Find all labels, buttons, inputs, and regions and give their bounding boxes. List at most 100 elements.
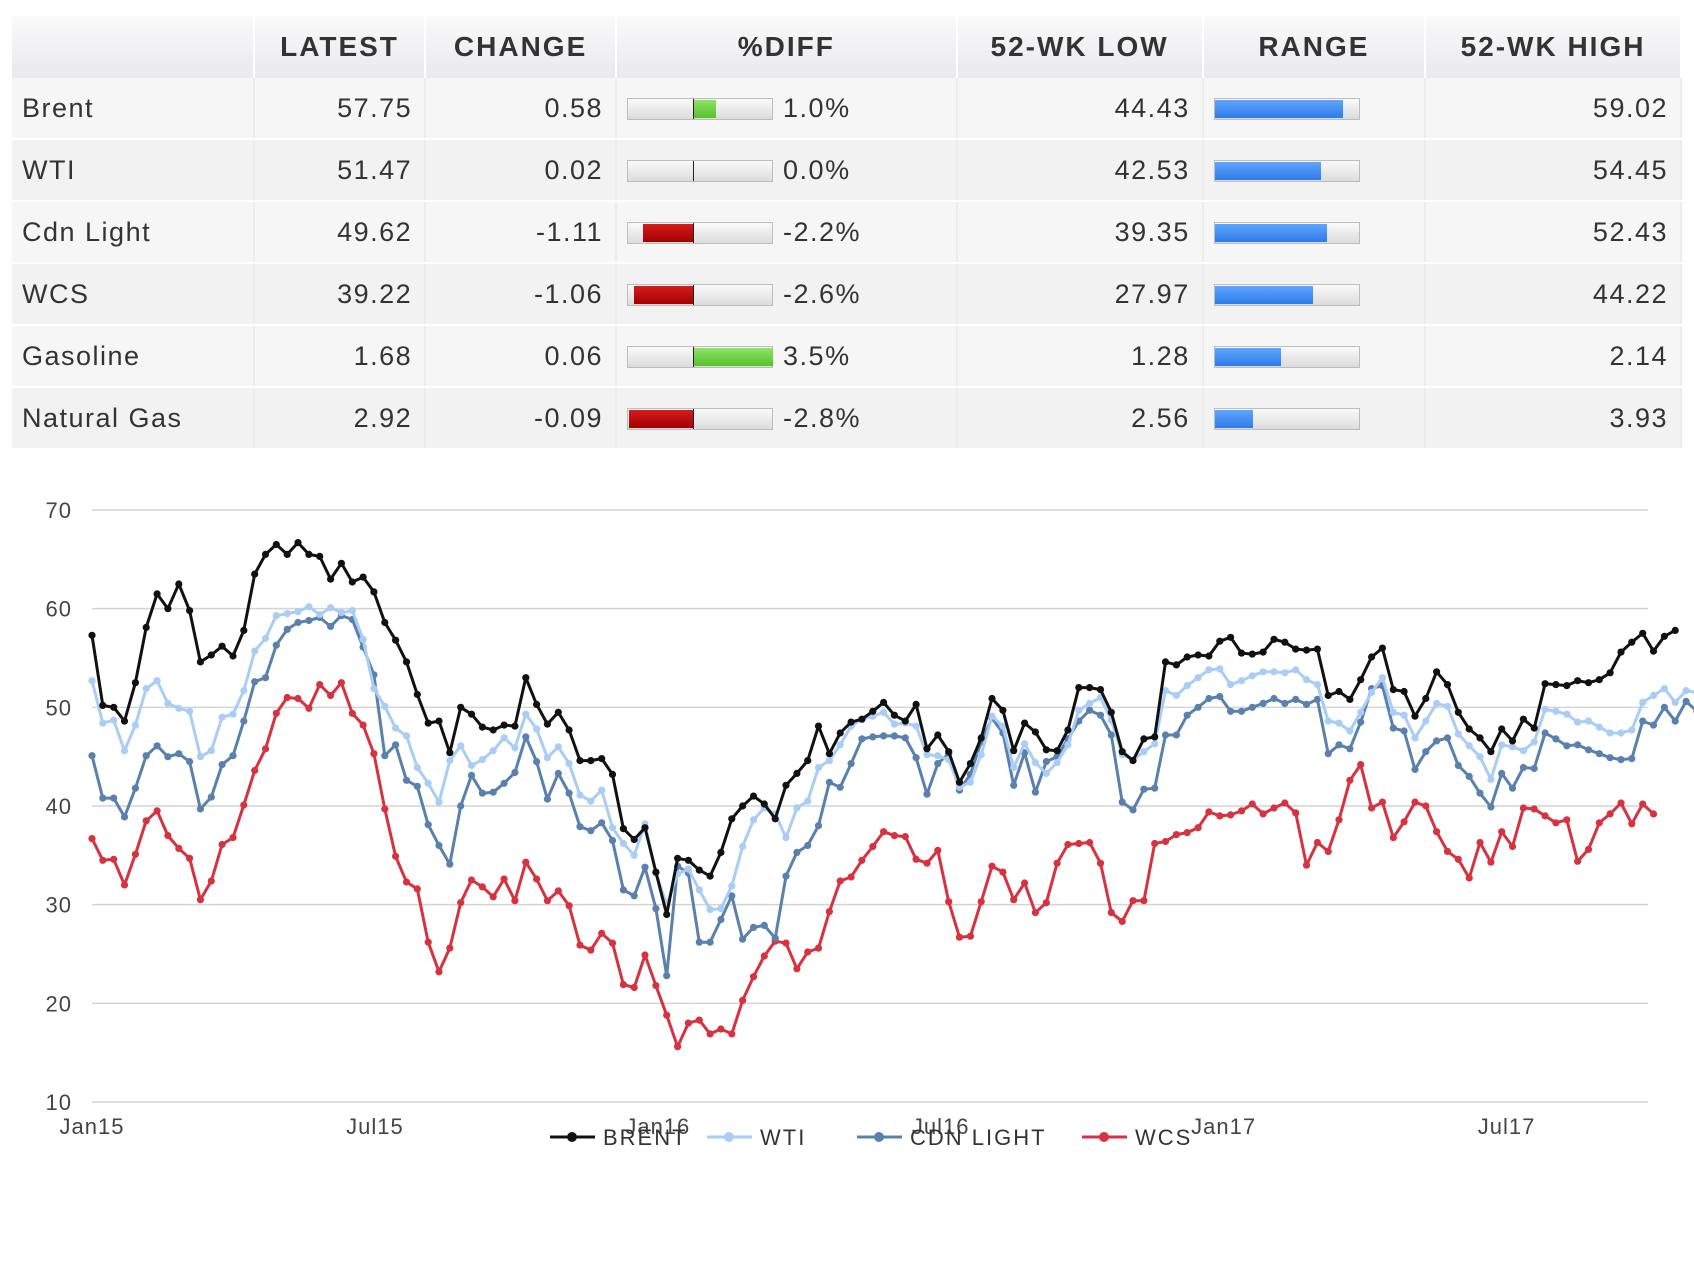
pct-diff-zero-line (693, 160, 695, 181)
data-point (1530, 805, 1538, 813)
header-change[interactable]: CHANGE (425, 16, 618, 78)
data-point (1422, 802, 1430, 810)
data-point (327, 575, 335, 583)
data-point (1161, 658, 1170, 666)
data-point (1465, 725, 1473, 733)
data-point (348, 709, 356, 717)
pct-diff-fill (693, 99, 716, 118)
data-point (1433, 828, 1441, 836)
data-point (1541, 680, 1549, 688)
data-point (327, 691, 335, 700)
data-point (1552, 819, 1560, 827)
data-point (1064, 741, 1072, 749)
data-point (1519, 715, 1527, 723)
header-pct-diff[interactable]: %DIFF (616, 16, 958, 78)
data-point (1270, 694, 1278, 703)
series-wcs (88, 679, 1658, 1051)
data-point (1378, 798, 1386, 806)
table-row[interactable]: Gasoline 1.68 0.06 3.5% 1.28 2.14 (12, 325, 1682, 388)
data-point (869, 842, 877, 851)
data-point (598, 786, 606, 794)
data-point (1519, 747, 1527, 755)
header-52wk-low[interactable]: 52-WK LOW (956, 16, 1204, 78)
table-row[interactable]: Cdn Light 49.62 -1.11 -2.2% 39.35 52.43 (12, 201, 1682, 264)
data-point (1053, 759, 1061, 767)
data-point (695, 938, 703, 946)
data-point (1194, 674, 1202, 682)
data-point (261, 550, 270, 558)
legend-item[interactable]: BRENT (550, 1125, 688, 1150)
data-point (543, 720, 552, 728)
data-point (446, 749, 454, 757)
data-point (1465, 742, 1473, 750)
data-point (1292, 809, 1300, 817)
table-row[interactable]: Brent 57.75 0.58 1.0% 44.43 59.02 (12, 78, 1682, 140)
data-point (381, 702, 389, 710)
data-point (619, 825, 628, 833)
data-point (1248, 650, 1256, 658)
data-point (207, 651, 215, 659)
data-point (858, 856, 866, 864)
table-row[interactable]: WTI 51.47 0.02 0.0% 42.53 54.45 (12, 139, 1682, 202)
data-point (261, 634, 270, 642)
data-point (402, 878, 411, 886)
data-point (446, 944, 454, 952)
range-fill (1214, 162, 1322, 181)
data-point (749, 816, 758, 824)
data-point (359, 573, 367, 581)
data-point (1389, 724, 1397, 732)
data-point (1346, 745, 1354, 753)
data-point (186, 607, 194, 615)
y-tick-label: 20 (46, 991, 72, 1016)
pct-diff-bar (627, 345, 774, 368)
data-point (457, 703, 465, 711)
data-point (153, 807, 161, 815)
data-point (1205, 808, 1213, 816)
pct-diff-fill (642, 223, 694, 242)
data-point (392, 636, 400, 644)
data-point (1519, 763, 1527, 772)
data-point (153, 590, 161, 598)
chart-legend[interactable]: BRENT WTI CDN LIGHT WCS (550, 1125, 1192, 1150)
legend-item[interactable]: CDN LIGHT (857, 1125, 1047, 1150)
price-change: -1.11 (425, 201, 618, 264)
data-point (630, 835, 638, 844)
x-tick-label: Jul17 (1478, 1114, 1536, 1139)
data-point (543, 795, 552, 803)
legend-item[interactable]: WCS (1082, 1125, 1192, 1150)
data-point (814, 722, 823, 730)
data-point (1118, 748, 1126, 756)
y-tick-label: 60 (46, 597, 72, 622)
data-point (1227, 633, 1235, 641)
data-point (1574, 677, 1582, 685)
range-bar (1213, 98, 1360, 121)
latest-price: 1.68 (253, 325, 427, 388)
data-point (1595, 750, 1603, 758)
data-point (706, 906, 714, 914)
legend-label: WTI (760, 1125, 806, 1150)
data-point (424, 938, 432, 946)
header-range[interactable]: RANGE (1202, 16, 1427, 78)
header-latest[interactable]: LATEST (253, 16, 427, 78)
data-point (652, 982, 660, 990)
data-point (1487, 803, 1495, 811)
data-point (305, 616, 313, 625)
data-point (413, 690, 421, 699)
data-point (1498, 769, 1506, 777)
legend-item[interactable]: WTI (707, 1125, 806, 1150)
data-point (1595, 723, 1603, 731)
data-point (1216, 637, 1224, 645)
pct-diff-cell: 3.5% (616, 325, 958, 388)
pct-diff-cell: -2.6% (616, 263, 958, 326)
data-point (533, 700, 541, 708)
data-point (1096, 711, 1105, 719)
header-52wk-high[interactable]: 52-WK HIGH (1425, 16, 1682, 78)
data-point (1628, 638, 1636, 646)
table-row[interactable]: WCS 39.22 -1.06 -2.6% 27.97 44.22 (12, 263, 1682, 326)
data-point (793, 804, 801, 812)
table-row[interactable]: Natural Gas 2.92 -0.09 -2.8% 2.56 3.93 (12, 387, 1682, 450)
data-point (782, 872, 790, 880)
data-point (912, 855, 920, 863)
data-point (955, 783, 964, 791)
data-point (728, 815, 736, 823)
